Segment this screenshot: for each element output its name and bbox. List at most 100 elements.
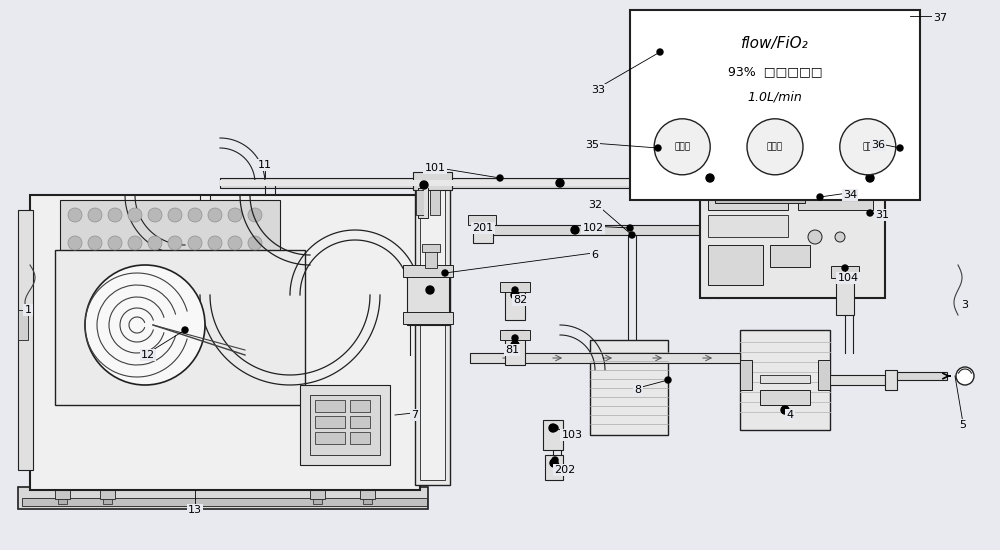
Text: 12: 12 bbox=[141, 350, 155, 360]
Circle shape bbox=[835, 232, 845, 242]
Circle shape bbox=[88, 236, 102, 250]
Circle shape bbox=[897, 145, 903, 151]
Bar bbox=[425, 248, 437, 268]
Text: 202: 202 bbox=[554, 465, 576, 475]
Bar bbox=[470, 353, 740, 363]
Bar bbox=[363, 499, 372, 504]
Text: 1: 1 bbox=[24, 305, 32, 315]
Bar bbox=[420, 180, 445, 480]
Bar bbox=[18, 210, 33, 470]
Text: 6: 6 bbox=[592, 250, 598, 260]
Text: 35: 35 bbox=[585, 140, 599, 150]
Circle shape bbox=[511, 341, 519, 349]
Circle shape bbox=[148, 236, 162, 250]
Text: 81: 81 bbox=[505, 345, 519, 355]
Bar bbox=[315, 416, 345, 428]
Text: 82: 82 bbox=[513, 295, 527, 305]
Circle shape bbox=[629, 232, 635, 238]
Circle shape bbox=[228, 208, 242, 222]
Text: 104: 104 bbox=[837, 273, 859, 283]
Circle shape bbox=[841, 274, 849, 282]
Bar bbox=[350, 400, 370, 412]
Bar bbox=[590, 340, 668, 435]
Circle shape bbox=[168, 236, 182, 250]
Text: 31: 31 bbox=[875, 210, 889, 220]
Bar bbox=[818, 360, 830, 390]
Bar bbox=[760, 375, 810, 383]
Circle shape bbox=[248, 236, 262, 250]
Bar bbox=[350, 432, 370, 444]
Bar bbox=[60, 200, 280, 265]
Text: 34: 34 bbox=[843, 190, 857, 200]
Bar bbox=[30, 195, 420, 490]
Bar bbox=[413, 172, 452, 190]
Bar bbox=[22, 498, 427, 506]
Circle shape bbox=[188, 236, 202, 250]
Circle shape bbox=[665, 377, 671, 383]
Bar bbox=[897, 372, 947, 380]
Bar bbox=[18, 310, 28, 340]
Bar bbox=[836, 270, 854, 315]
Bar bbox=[830, 375, 885, 385]
Bar bbox=[55, 250, 305, 405]
Text: 201: 201 bbox=[472, 223, 494, 233]
Circle shape bbox=[68, 208, 82, 222]
Bar bbox=[831, 266, 859, 278]
Circle shape bbox=[426, 286, 434, 294]
Circle shape bbox=[817, 194, 823, 200]
Bar bbox=[422, 244, 440, 252]
Text: 4: 4 bbox=[786, 410, 794, 420]
Text: 33: 33 bbox=[591, 85, 605, 95]
Text: 1.0L/min: 1.0L/min bbox=[748, 90, 802, 103]
Circle shape bbox=[747, 119, 803, 175]
Bar bbox=[418, 188, 428, 218]
Circle shape bbox=[552, 457, 558, 463]
Text: 36: 36 bbox=[871, 140, 885, 150]
Bar bbox=[715, 195, 805, 203]
Bar bbox=[708, 245, 763, 285]
Bar bbox=[708, 175, 788, 210]
Text: flow/FiO₂: flow/FiO₂ bbox=[741, 36, 809, 51]
Text: 103: 103 bbox=[562, 430, 582, 440]
Circle shape bbox=[479, 224, 487, 232]
Circle shape bbox=[168, 208, 182, 222]
Bar bbox=[416, 190, 426, 215]
Circle shape bbox=[840, 119, 896, 175]
Circle shape bbox=[228, 236, 242, 250]
Bar bbox=[630, 10, 920, 200]
Text: 5: 5 bbox=[960, 420, 966, 430]
Bar bbox=[103, 499, 112, 504]
Circle shape bbox=[706, 174, 714, 182]
Bar bbox=[315, 400, 345, 412]
Bar bbox=[415, 175, 450, 485]
Circle shape bbox=[782, 407, 788, 413]
Circle shape bbox=[571, 226, 579, 234]
Circle shape bbox=[108, 208, 122, 222]
Bar bbox=[740, 360, 752, 390]
Circle shape bbox=[956, 367, 974, 385]
Text: 93%  □□□□□: 93% □□□□□ bbox=[728, 65, 822, 78]
Bar bbox=[100, 487, 115, 499]
Text: 浓度加: 浓度加 bbox=[767, 142, 783, 151]
Circle shape bbox=[188, 208, 202, 222]
Bar bbox=[220, 178, 710, 188]
Bar bbox=[55, 487, 70, 499]
Bar bbox=[798, 175, 873, 210]
Circle shape bbox=[550, 459, 558, 467]
Circle shape bbox=[128, 236, 142, 250]
Text: 8: 8 bbox=[634, 385, 642, 395]
Circle shape bbox=[208, 236, 222, 250]
Circle shape bbox=[208, 208, 222, 222]
Circle shape bbox=[68, 236, 82, 250]
Circle shape bbox=[867, 210, 873, 216]
Circle shape bbox=[655, 145, 661, 151]
Circle shape bbox=[657, 49, 663, 55]
Circle shape bbox=[88, 208, 102, 222]
Bar bbox=[430, 190, 440, 215]
Text: 37: 37 bbox=[933, 13, 947, 23]
Bar bbox=[424, 188, 428, 218]
Bar bbox=[700, 168, 885, 298]
Bar bbox=[505, 330, 525, 365]
Bar bbox=[310, 395, 380, 455]
Circle shape bbox=[480, 225, 486, 231]
